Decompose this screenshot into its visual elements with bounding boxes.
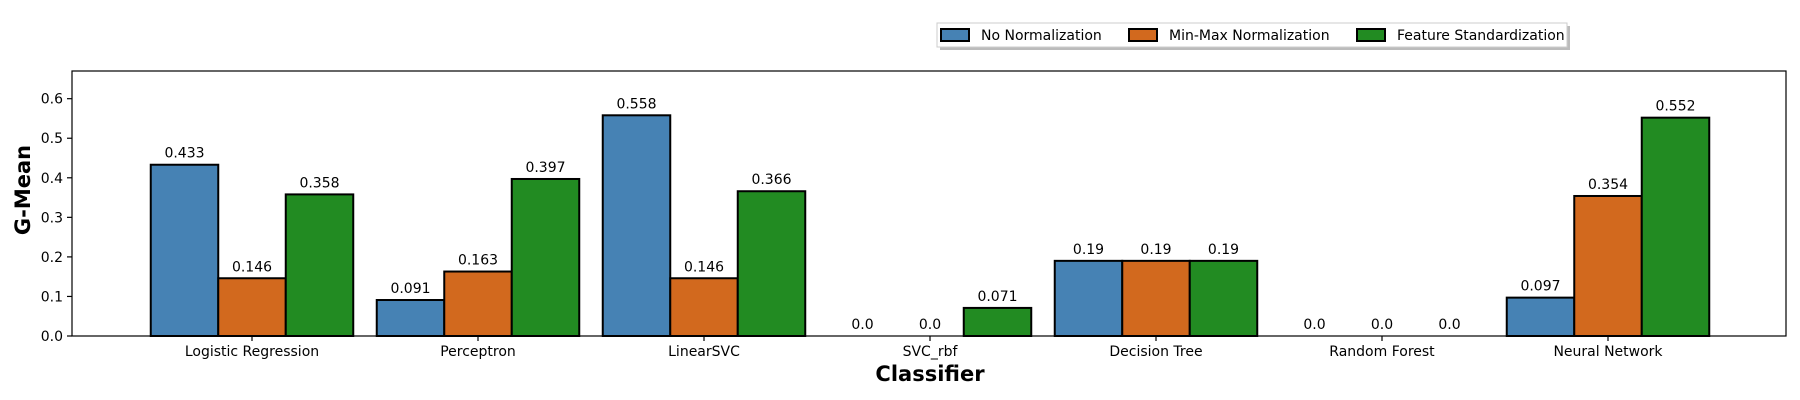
x-tick-label: Neural Network xyxy=(1553,344,1663,360)
x-axis-title: Classifier xyxy=(875,362,985,386)
x-tick-label: Decision Tree xyxy=(1109,344,1202,360)
data-label: 0.146 xyxy=(232,259,272,275)
legend-swatch xyxy=(1356,28,1386,42)
bar-2-3 xyxy=(669,277,739,337)
y-tick-label: 0.4 xyxy=(41,171,63,187)
data-label: 0.19 xyxy=(1208,242,1239,258)
x-tick-label: SVC_rbf xyxy=(903,344,959,360)
data-label: 0.358 xyxy=(299,175,339,191)
bar-2-2 xyxy=(443,270,513,337)
bar-2-7 xyxy=(1573,194,1643,337)
bar-2-1 xyxy=(217,277,287,337)
data-label: 0.19 xyxy=(1073,242,1104,258)
bar-2-5 xyxy=(1121,259,1191,338)
y-tick-label: 0.2 xyxy=(41,250,63,266)
bar-3-5 xyxy=(1188,259,1259,338)
data-label: 0.0 xyxy=(1303,317,1325,333)
legend-swatch xyxy=(1128,28,1158,42)
bar-1-1 xyxy=(149,163,220,337)
data-label: 0.433 xyxy=(164,146,204,162)
data-label: 0.146 xyxy=(684,259,724,275)
legend: No Normalization Min-Max Normalization Fea… xyxy=(936,22,1570,50)
legend-swatch xyxy=(940,28,970,42)
bar-1-3 xyxy=(601,114,672,337)
data-label: 0.0 xyxy=(851,317,873,333)
data-label: 0.163 xyxy=(458,253,498,269)
data-label: 0.558 xyxy=(616,96,656,112)
data-label: 0.091 xyxy=(390,281,430,297)
y-tick-label: 0.5 xyxy=(41,131,63,147)
bar-1-2 xyxy=(375,299,446,338)
data-label: 0.0 xyxy=(1438,317,1460,333)
bar-3-1 xyxy=(284,193,355,337)
data-label: 0.552 xyxy=(1655,99,1695,115)
y-tick-label: 0.3 xyxy=(41,210,63,226)
data-label: 0.0 xyxy=(1371,317,1393,333)
bar-3-7 xyxy=(1640,116,1711,337)
data-label: 0.0 xyxy=(919,317,941,333)
legend-label: Min-Max Normalization xyxy=(1169,28,1330,44)
y-tick-label: 0.0 xyxy=(41,329,63,345)
data-label: 0.354 xyxy=(1588,177,1628,193)
legend-box xyxy=(936,22,1568,48)
bar-1-7 xyxy=(1505,296,1576,338)
bar-3-3 xyxy=(736,190,807,337)
data-label: 0.366 xyxy=(751,172,791,188)
y-tick-label: 0.1 xyxy=(41,289,63,305)
data-label: 0.397 xyxy=(525,160,565,176)
bar-3-2 xyxy=(510,177,581,337)
data-label: 0.19 xyxy=(1140,242,1171,258)
legend-label: Feature Standardization xyxy=(1397,28,1565,44)
bar-1-5 xyxy=(1053,259,1124,338)
legend-label: No Normalization xyxy=(981,28,1102,44)
x-tick-label: Perceptron xyxy=(440,344,516,360)
bars-group: 0.433 0.091 0.558 0.0 0.19 0.0 0.097 0.146 0.163… xyxy=(149,96,1711,338)
bar-3-4 xyxy=(962,306,1033,338)
x-tick-label: Random Forest xyxy=(1329,344,1435,360)
y-tick-label: 0.6 xyxy=(41,92,63,108)
data-label: 0.097 xyxy=(1520,279,1560,295)
plot-frame xyxy=(71,70,1787,337)
y-axis-title: G-Mean xyxy=(11,145,35,235)
data-label: 0.071 xyxy=(977,289,1017,305)
x-tick-label: LinearSVC xyxy=(668,344,740,360)
x-tick-label: Logistic Regression xyxy=(185,344,319,360)
axes-group: 0.0 0.1 0.2 0.3 0.4 0.5 0.6 Logistic Regression… xyxy=(41,70,1787,360)
